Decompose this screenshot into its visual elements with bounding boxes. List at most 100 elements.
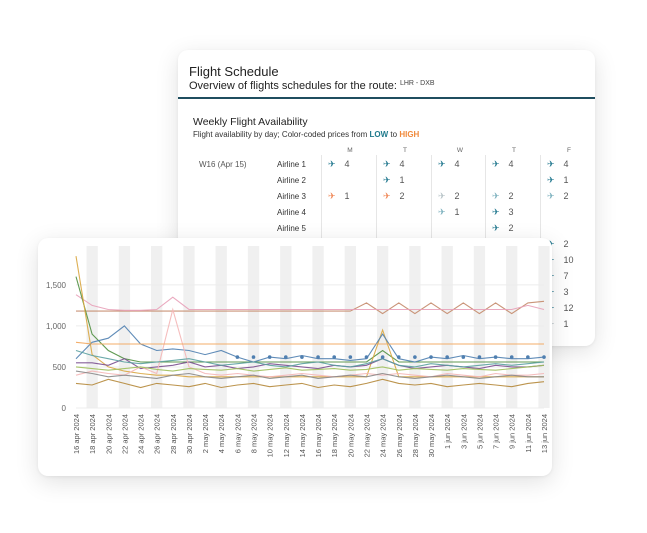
x-tick-label: 22 apr 2024 [120, 414, 129, 454]
x-tick-label: 16 apr 2024 [72, 414, 81, 454]
price-point [300, 355, 304, 359]
price-point [332, 355, 337, 359]
price-series-line [75, 325, 545, 363]
price-point [251, 355, 256, 359]
airline-label: Airline 2 [277, 176, 306, 185]
x-tick-label: 30 apr 2024 [185, 414, 194, 454]
y-tick-label: 500 [53, 363, 67, 372]
airline-label: Airline 5 [277, 224, 306, 233]
price-point [526, 355, 530, 359]
x-tick-label: 14 may 2024 [298, 414, 307, 457]
x-tick-label: 28 apr 2024 [169, 414, 178, 454]
grid-band [215, 246, 227, 408]
grid-band [151, 246, 163, 408]
day-header: W [456, 147, 464, 154]
x-tick-label: 20 apr 2024 [104, 414, 113, 454]
grid-band [441, 246, 453, 408]
price-series-line [75, 364, 545, 372]
flight-count: 2 [508, 191, 514, 201]
flight-count: 2 [563, 191, 569, 201]
plane-icon: ✈ [547, 175, 555, 185]
availability-cell[interactable]: ✈ 4 [547, 159, 569, 170]
flight-count: 1 [454, 207, 460, 217]
grid-band [280, 246, 292, 408]
grid-band [473, 246, 486, 408]
widget-subtitle: Flight availability by day; Color-coded … [193, 130, 419, 139]
price-point [413, 355, 417, 359]
x-tick-label: 22 may 2024 [362, 414, 371, 457]
airline-label: Airline 3 [277, 192, 306, 201]
availability-cell[interactable]: ✈ 4 [438, 159, 460, 170]
schedule-title: Flight Schedule [189, 64, 279, 79]
plane-icon: ✈ [328, 191, 336, 201]
day-header: T [512, 147, 516, 154]
availability-cell[interactable]: ✈ 4 [328, 159, 350, 170]
day-header: M [347, 147, 353, 154]
flight-count: 2 [563, 239, 569, 249]
x-tick-label: 24 apr 2024 [137, 414, 146, 454]
availability-cell[interactable]: ✈2 [547, 191, 569, 202]
flight-count: 2 [508, 223, 514, 233]
availability-cell[interactable]: ✈1 [328, 191, 350, 202]
price-point [429, 355, 433, 359]
plane-icon: ✈ [492, 159, 500, 169]
price-point [461, 355, 466, 359]
x-tick-label: 3 jun 2024 [459, 414, 468, 449]
availability-cell[interactable]: ✈2 [492, 223, 514, 234]
grid-band [506, 246, 518, 408]
availability-cell[interactable]: ✈1 [547, 175, 569, 186]
airline-label: Airline 4 [277, 208, 306, 217]
x-tick-label: 11 jun 2024 [524, 414, 533, 453]
availability-cell[interactable]: ✈2 [383, 191, 405, 202]
price-series-line [75, 294, 545, 311]
y-tick-label: 0 [62, 404, 67, 413]
flight-count: 4 [399, 159, 405, 169]
price-point [396, 355, 401, 359]
price-series-line [75, 349, 545, 368]
availability-cell[interactable]: ✈2 [492, 191, 514, 202]
plane-icon: ✈ [547, 191, 555, 201]
availability-cell[interactable]: ✈1 [383, 175, 405, 186]
availability-cell[interactable]: ✈ 4 [383, 159, 405, 170]
grid-band [247, 246, 260, 408]
x-tick-label: 18 apr 2024 [88, 414, 97, 454]
x-tick-label: 5 jun 2024 [475, 414, 484, 449]
title-divider [178, 97, 595, 99]
availability-cell[interactable]: ✈ 4 [492, 159, 514, 170]
price-point [380, 355, 385, 359]
schedule-subtitle-text: Overview of flights schedules for the ro… [189, 80, 397, 92]
availability-cell[interactable]: ✈3 [492, 207, 514, 218]
price-line-chart: 0 500 1,000 1,500 16 apr 2024 18 apr 2024 20 a… [46, 246, 550, 457]
price-point [509, 355, 514, 359]
plane-icon: ✈ [438, 207, 446, 217]
flight-count: 4 [454, 159, 460, 169]
price-point [364, 355, 369, 359]
grid-band [312, 246, 324, 408]
flight-count: 7 [563, 271, 569, 281]
plane-icon: ✈ [492, 191, 500, 201]
plane-icon: ✈ [438, 159, 446, 169]
day-header: T [403, 147, 407, 154]
availability-cell[interactable]: ✈1 [438, 207, 460, 218]
price-point [316, 355, 320, 359]
flight-count: 1 [563, 319, 569, 329]
availability-cell[interactable]: ✈2 [438, 191, 460, 202]
price-point [235, 355, 240, 359]
widget-subtitle-prefix: Flight availability by day; Color-coded … [193, 130, 370, 139]
plane-icon: ✈ [328, 159, 336, 169]
flight-count: 2 [454, 191, 460, 201]
price-series-line [75, 370, 544, 379]
x-tick-label: 9 jun 2024 [508, 414, 517, 449]
to-label: to [388, 130, 400, 139]
flight-count: 4 [344, 159, 350, 169]
grid-band [409, 246, 421, 408]
price-point [542, 355, 546, 359]
x-tick-label: 26 may 2024 [395, 414, 404, 457]
grid-band [86, 246, 98, 408]
x-tick-label: 18 may 2024 [330, 414, 339, 457]
x-tick-label: 4 may 2024 [217, 414, 226, 453]
plane-icon: ✈ [547, 159, 555, 169]
plane-icon: ✈ [383, 159, 391, 169]
x-tick-label: 20 may 2024 [346, 414, 355, 457]
x-tick-label: 10 may 2024 [266, 414, 275, 457]
